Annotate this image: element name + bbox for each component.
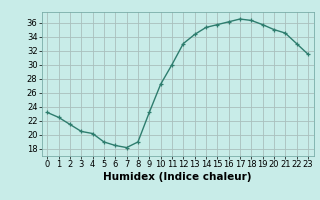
X-axis label: Humidex (Indice chaleur): Humidex (Indice chaleur): [103, 172, 252, 182]
